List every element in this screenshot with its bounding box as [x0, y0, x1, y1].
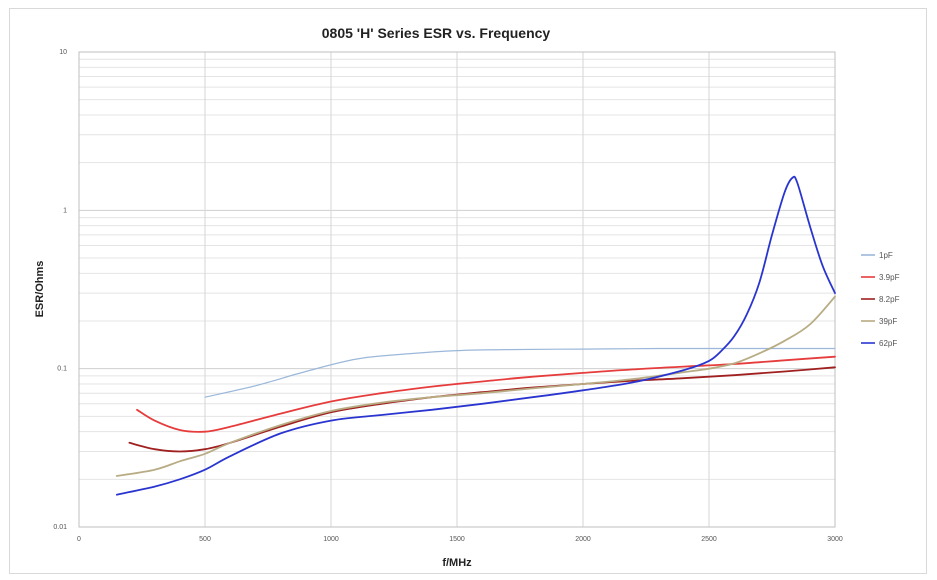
chart-grid: [78, 52, 836, 528]
x-tick-label: 2500: [701, 536, 717, 543]
series-line-8-2pf: [128, 366, 836, 453]
x-tick-label: 1000: [323, 536, 339, 543]
x-tick-label: 0: [77, 536, 81, 543]
plot-area-border: [78, 51, 836, 528]
legend-label: 8.2pF: [879, 295, 900, 304]
x-tick-label: 500: [199, 536, 211, 543]
x-tick-label: 3000: [827, 536, 843, 543]
legend: 1pF 3.9pF 8.2pF 39pF 62pF: [861, 251, 900, 348]
series-line-3-9pf: [136, 355, 836, 433]
y-tick-label: 1: [63, 207, 67, 214]
legend-label: 3.9pF: [879, 273, 900, 282]
y-axis-title: ESR/Ohms: [34, 261, 46, 318]
axis-ticks: 0 500 1000 1500 2000 2500 3000 10 1 0.1 0.01: [53, 49, 843, 543]
chart-title: 0805 'H' Series ESR vs. Frequency: [322, 25, 551, 41]
y-tick-label: 0.01: [53, 524, 67, 531]
series-line-1pf: [204, 347, 836, 398]
legend-label: 62pF: [879, 339, 897, 348]
legend-label: 1pF: [879, 251, 893, 260]
y-tick-label: 0.1: [57, 366, 67, 373]
y-tick-label: 10: [59, 49, 67, 56]
x-tick-label: 1500: [449, 536, 465, 543]
series-line-39pf: [115, 295, 836, 477]
x-axis-title: f/MHz: [442, 557, 472, 569]
x-tick-label: 2000: [575, 536, 591, 543]
series-line-62pf: [115, 175, 836, 496]
series-layer: [115, 175, 836, 496]
legend-label: 39pF: [879, 317, 897, 326]
